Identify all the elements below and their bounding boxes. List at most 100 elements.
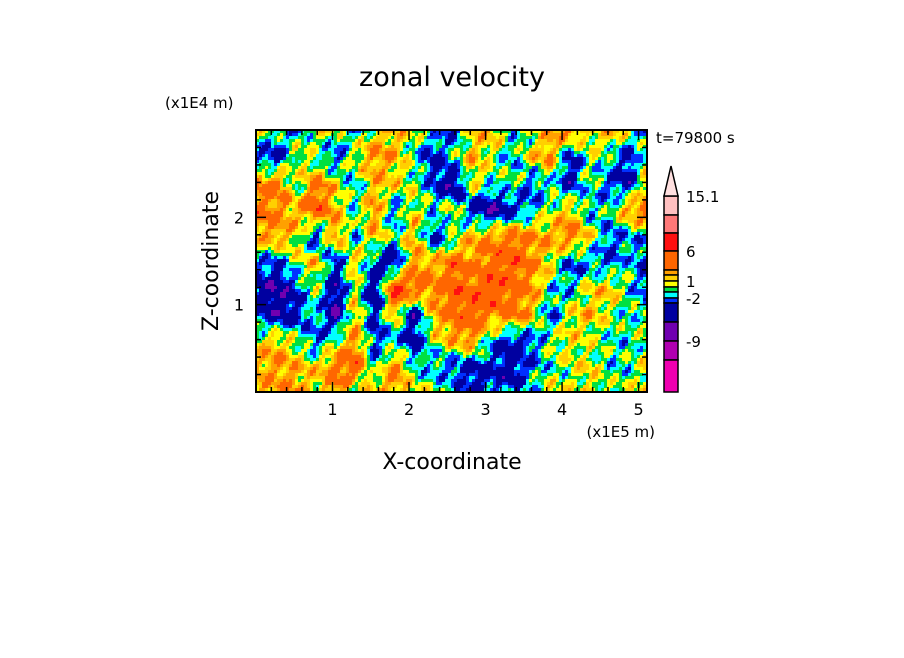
heatmap-cell: [376, 202, 379, 205]
heatmap-cell: [433, 184, 436, 187]
heatmap-cell: [469, 232, 472, 235]
heatmap-cell: [592, 205, 595, 208]
heatmap-cell: [421, 136, 424, 139]
heatmap-cell: [622, 235, 625, 238]
heatmap-cell: [478, 142, 481, 145]
heatmap-cell: [370, 205, 373, 208]
heatmap-cell: [301, 175, 304, 178]
heatmap-cell: [352, 172, 355, 175]
heatmap-cell: [616, 166, 619, 169]
heatmap-cell: [391, 130, 394, 133]
heatmap-cell: [376, 214, 379, 217]
heatmap-cell: [349, 196, 352, 199]
heatmap-cell: [310, 229, 313, 232]
heatmap-cell: [550, 199, 553, 202]
heatmap-cell: [304, 196, 307, 199]
heatmap-cell: [433, 199, 436, 202]
heatmap-cell: [256, 232, 259, 235]
heatmap-cell: [427, 172, 430, 175]
heatmap-cell: [466, 181, 469, 184]
heatmap-cell: [580, 178, 583, 181]
heatmap-cell: [583, 175, 586, 178]
heatmap-cell: [325, 238, 328, 241]
heatmap-cell: [598, 130, 601, 133]
heatmap-cell: [277, 181, 280, 184]
heatmap-cell: [544, 139, 547, 142]
heatmap-cell: [265, 235, 268, 238]
heatmap-cell: [571, 169, 574, 172]
heatmap-cell: [382, 193, 385, 196]
heatmap-cell: [475, 160, 478, 163]
heatmap-cell: [397, 190, 400, 193]
heatmap-cell: [595, 211, 598, 214]
heatmap-cell: [607, 175, 610, 178]
heatmap-cell: [331, 157, 334, 160]
heatmap-cell: [367, 178, 370, 181]
heatmap-cell: [643, 193, 646, 196]
heatmap-cell: [574, 223, 577, 226]
heatmap-cell: [610, 235, 613, 238]
heatmap-cell: [286, 217, 289, 220]
heatmap-cell: [502, 184, 505, 187]
heatmap-cell: [322, 190, 325, 193]
heatmap-cell: [451, 130, 454, 133]
heatmap-cell: [388, 145, 391, 148]
heatmap-cell: [412, 139, 415, 142]
heatmap-cell: [544, 190, 547, 193]
heatmap-cell: [511, 190, 514, 193]
heatmap-cell: [448, 211, 451, 214]
heatmap-cell: [421, 208, 424, 211]
heatmap-cell: [451, 208, 454, 211]
heatmap-cell: [325, 241, 328, 244]
heatmap-cell: [403, 163, 406, 166]
heatmap-cell: [598, 172, 601, 175]
heatmap-cell: [322, 175, 325, 178]
heatmap-cell: [421, 196, 424, 199]
heatmap-cell: [391, 148, 394, 151]
heatmap-cell: [280, 220, 283, 223]
heatmap-cell: [631, 238, 634, 241]
heatmap-cell: [643, 196, 646, 199]
heatmap-cell: [337, 193, 340, 196]
heatmap-cell: [487, 181, 490, 184]
heatmap-cell: [472, 214, 475, 217]
heatmap-cell: [577, 202, 580, 205]
heatmap-cell: [262, 142, 265, 145]
heatmap-cell: [625, 184, 628, 187]
heatmap-cell: [307, 169, 310, 172]
heatmap-cell: [325, 184, 328, 187]
heatmap-cell: [457, 211, 460, 214]
heatmap-cell: [616, 235, 619, 238]
heatmap-cell: [628, 208, 631, 211]
heatmap-cell: [493, 199, 496, 202]
heatmap-cell: [598, 163, 601, 166]
heatmap-cell: [355, 157, 358, 160]
heatmap-cell: [559, 190, 562, 193]
heatmap-cell: [523, 217, 526, 220]
heatmap-cell: [550, 217, 553, 220]
heatmap-cell: [343, 157, 346, 160]
heatmap-cell: [589, 241, 592, 244]
heatmap-cell: [469, 223, 472, 226]
heatmap-cell: [346, 199, 349, 202]
heatmap-cell: [556, 205, 559, 208]
heatmap-cell: [451, 157, 454, 160]
heatmap-cell: [292, 160, 295, 163]
heatmap-cell: [403, 130, 406, 133]
heatmap-cell: [520, 151, 523, 154]
heatmap-cell: [394, 232, 397, 235]
heatmap-cell: [376, 223, 379, 226]
heatmap-cell: [361, 139, 364, 142]
heatmap-cell: [529, 208, 532, 211]
heatmap-cell: [460, 220, 463, 223]
heatmap-cell: [475, 211, 478, 214]
heatmap-cell: [337, 172, 340, 175]
heatmap-cell: [334, 136, 337, 139]
heatmap-cell: [292, 238, 295, 241]
heatmap-cell: [496, 202, 499, 205]
heatmap-cell: [559, 184, 562, 187]
heatmap-cell: [517, 157, 520, 160]
heatmap-cell: [259, 190, 262, 193]
heatmap-cell: [337, 223, 340, 226]
heatmap-cell: [571, 196, 574, 199]
